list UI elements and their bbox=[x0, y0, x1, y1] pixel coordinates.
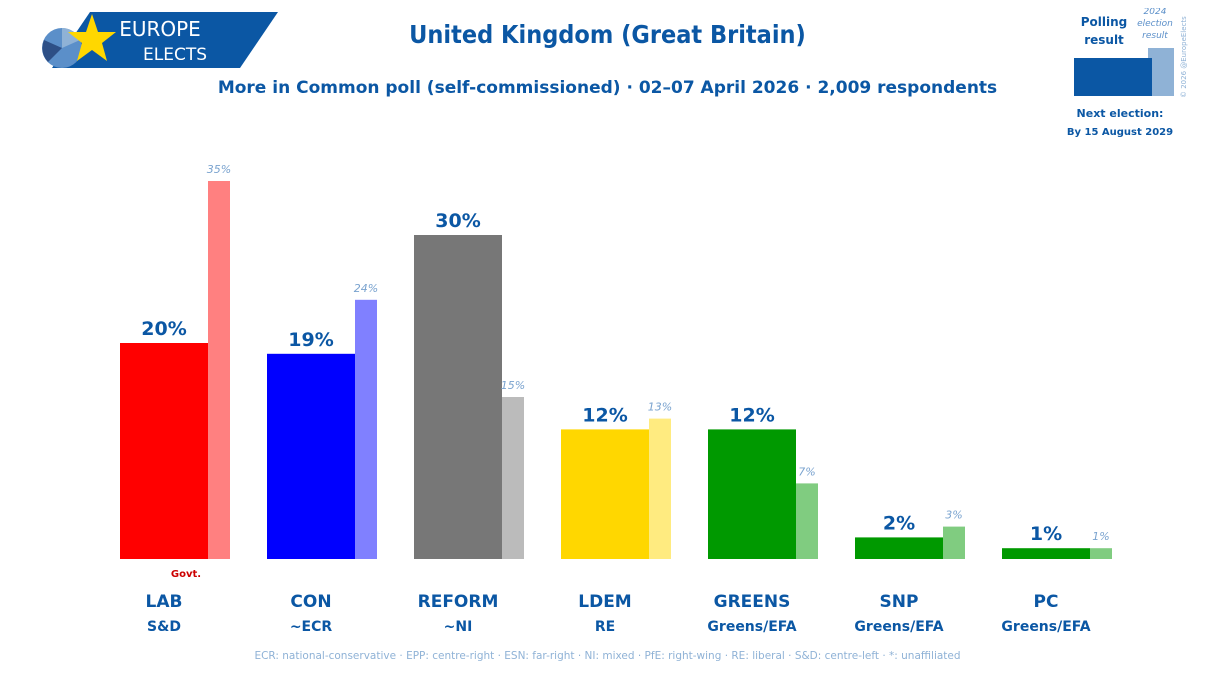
category-label-pc: PC bbox=[1034, 592, 1059, 612]
prev-bar-ldem bbox=[649, 418, 671, 559]
bar-pc bbox=[1002, 548, 1090, 559]
prev-bar-reform bbox=[502, 397, 524, 559]
group-label-reform: ~NI bbox=[444, 619, 473, 635]
prev-value-label-greens: 7% bbox=[798, 465, 815, 478]
value-label-lab: 20% bbox=[141, 318, 186, 340]
prev-value-label-ldem: 13% bbox=[648, 401, 672, 414]
bar-snp bbox=[855, 537, 943, 559]
legend-prev-label-1: 2024 bbox=[1144, 8, 1167, 17]
prev-value-label-lab: 35% bbox=[207, 163, 231, 176]
group-label-snp: Greens/EFA bbox=[854, 619, 943, 635]
value-label-reform: 30% bbox=[435, 210, 480, 232]
category-label-reform: REFORM bbox=[418, 592, 499, 612]
group-label-con: ~ECR bbox=[290, 619, 333, 635]
chart-subtitle: More in Common poll (self-commissioned) … bbox=[217, 78, 998, 98]
prev-bar-con bbox=[355, 299, 377, 559]
value-label-con: 19% bbox=[288, 329, 333, 351]
legend-next-election-date: By 15 August 2029 bbox=[1067, 127, 1173, 138]
legend-prev-label-2: election bbox=[1137, 19, 1173, 29]
bar-lab bbox=[120, 343, 208, 559]
legend-copyright: © 2026 @EuropeElects bbox=[1180, 16, 1188, 98]
bar-greens bbox=[708, 429, 796, 559]
value-label-ldem: 12% bbox=[582, 404, 627, 426]
category-label-con: CON bbox=[290, 592, 331, 612]
footnote: ECR: national-conservative · EPP: centre… bbox=[254, 650, 961, 662]
bar-ldem bbox=[561, 429, 649, 559]
brand-line1: EUROPE bbox=[119, 17, 201, 41]
prev-bar-snp bbox=[943, 526, 965, 559]
chart-title: United Kingdom (Great Britain) bbox=[409, 20, 806, 49]
brand-line2: ELECTS bbox=[143, 45, 207, 65]
prev-value-label-snp: 3% bbox=[945, 509, 962, 522]
legend-polling-swatch bbox=[1074, 58, 1152, 96]
legend-next-election-label: Next election: bbox=[1077, 107, 1164, 120]
category-label-snp: SNP bbox=[880, 592, 919, 612]
legend-prev-swatch bbox=[1148, 48, 1174, 96]
prev-value-label-pc: 1% bbox=[1092, 530, 1109, 543]
europe-elects-logo: EUROPE ELECTS bbox=[42, 12, 278, 68]
value-label-pc: 1% bbox=[1030, 523, 1062, 545]
prev-bar-lab bbox=[208, 181, 230, 559]
group-label-pc: Greens/EFA bbox=[1001, 619, 1090, 635]
category-label-lab: LAB bbox=[146, 592, 183, 612]
annotation-lab: Govt. bbox=[171, 569, 201, 580]
value-label-snp: 2% bbox=[883, 512, 915, 534]
prev-value-label-reform: 15% bbox=[501, 379, 525, 392]
value-label-greens: 12% bbox=[729, 404, 774, 426]
prev-bar-pc bbox=[1090, 548, 1112, 559]
bar-reform bbox=[414, 235, 502, 559]
legend-prev-label-3: result bbox=[1142, 31, 1168, 41]
category-label-ldem: LDEM bbox=[578, 592, 631, 612]
prev-bar-greens bbox=[796, 483, 818, 559]
prev-value-label-con: 24% bbox=[354, 282, 378, 295]
legend-polling-label-1: Polling bbox=[1081, 15, 1128, 29]
category-label-greens: GREENS bbox=[714, 592, 791, 612]
bar-chart: 20% 35% LAB S&D Govt. 19% 24% CON ~ECR 30% 15% REFO… bbox=[120, 163, 1112, 635]
group-label-ldem: RE bbox=[595, 619, 615, 635]
bar-con bbox=[267, 353, 355, 559]
legend: Polling result 2024 election result © 20… bbox=[1067, 8, 1188, 138]
legend-polling-label-2: result bbox=[1084, 33, 1124, 47]
group-label-lab: S&D bbox=[147, 619, 181, 635]
group-label-greens: Greens/EFA bbox=[707, 619, 796, 635]
